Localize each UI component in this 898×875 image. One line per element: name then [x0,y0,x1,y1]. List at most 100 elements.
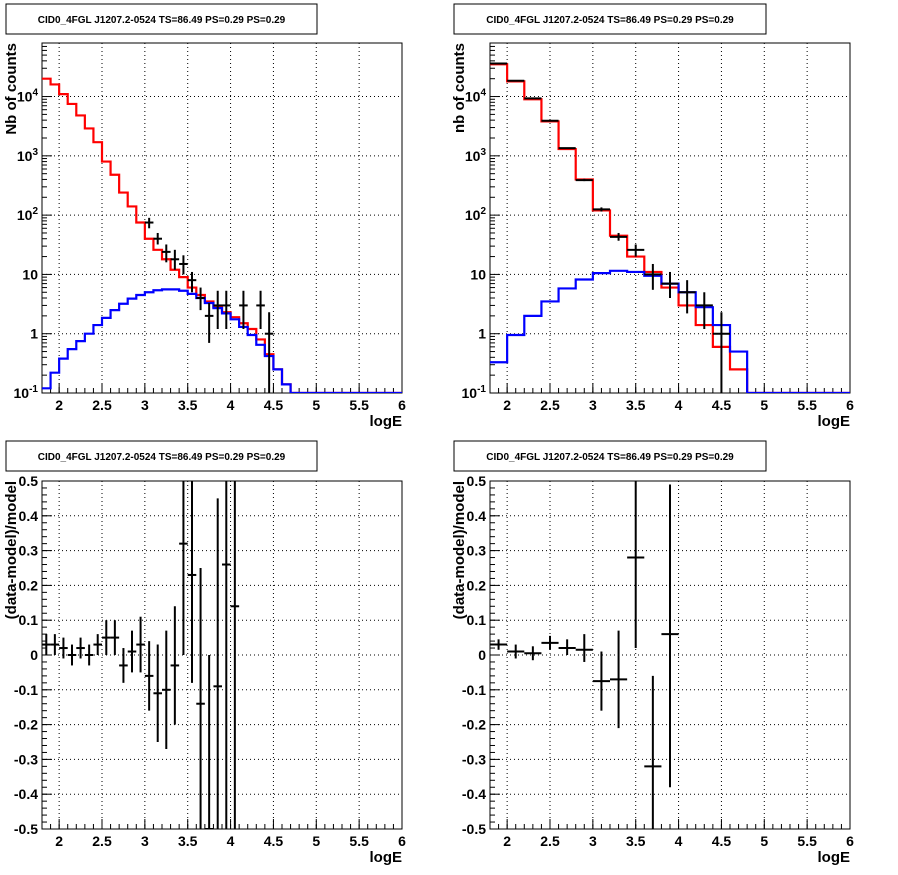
data-point [153,644,162,742]
y-tick-label: 0.2 [19,577,39,593]
data-point [42,634,51,655]
data-point [76,637,85,659]
tick-base: 10 [14,385,30,401]
y-tick-label: 0.3 [467,543,487,559]
x-tick-label: 2.5 [92,397,112,413]
data-point [144,217,154,229]
panel-counts-right: CID0_4FGL J1207.2-0524 TS=86.49 PS=0.29 … [451,3,854,430]
title-box [453,3,767,35]
x-axis-title: logE [818,413,851,430]
y-tick-label: -0.4 [462,786,486,802]
y-tick-label: 104 [17,88,39,105]
y-tick-label: 0.4 [19,508,39,524]
y-tick-label: 104 [465,88,487,105]
data-point [490,62,508,65]
y-tick-label: -0.1 [462,682,486,698]
data-point [222,481,231,829]
y-tick-label: 0.3 [19,543,39,559]
y-tick-label: 0.1 [19,612,39,628]
data-point [196,287,205,311]
y-tick-label: 10-1 [462,384,487,401]
x-tick-label: 4 [227,833,235,849]
data-point [230,481,240,829]
data-point [712,312,730,393]
tick-exp: 4 [480,88,486,99]
data-point [136,616,145,673]
y-axis-title: (data-model)/model [451,481,468,619]
data-point [213,498,222,829]
data-point [524,97,542,100]
x-tick-label: 6 [398,397,406,413]
data-point [644,675,662,829]
tick-base: 10 [465,148,481,164]
data-point [67,644,77,666]
x-tick-label: 4.5 [712,397,732,413]
x-tick-label: 3 [141,833,149,849]
tick-base: 10 [465,207,481,223]
x-tick-label: 5.5 [797,397,817,413]
y-tick-label: -0.5 [14,821,38,837]
data-point [661,484,679,788]
y-tick-label: 10-1 [14,384,39,401]
data-point [524,646,542,661]
data-point [610,630,628,729]
data-point [84,644,94,666]
x-tick-label: 4 [675,833,683,849]
y-tick-label: -0.2 [14,717,38,733]
data-point [507,79,525,82]
x-axis-title: logE [370,413,403,430]
data-point [170,249,180,270]
data-point [179,481,188,655]
x-tick-label: 6 [846,397,854,413]
tick-base: 10 [17,148,33,164]
x-tick-label: 5.5 [797,833,817,849]
x-tick-label: 2.5 [540,397,560,413]
panel-residuals-left: CID0_4FGL J1207.2-0524 TS=86.49 PS=0.29 … [3,440,406,866]
x-tick-label: 3.5 [626,397,646,413]
y-tick-label: -0.5 [462,821,486,837]
series-line-0 [490,63,850,393]
plot-area [490,62,850,393]
data-point [153,232,162,245]
title-box [5,3,318,35]
data-point [644,263,662,290]
data-point [144,641,154,711]
tick-exp: 3 [32,147,38,158]
data-point [119,648,128,683]
data-point [102,620,111,655]
x-tick-label: 3 [589,833,597,849]
plot-frame [41,42,403,394]
x-tick-label: 5 [312,833,320,849]
plot-frame [489,480,851,830]
data-point [93,634,102,655]
tick-exp: 2 [480,206,486,217]
x-tick-label: 2 [503,833,511,849]
tick-exp: 3 [480,147,486,158]
x-tick-label: 4 [675,397,683,413]
plot-frame [489,42,851,394]
x-axis-title: logE [818,849,851,866]
y-tick-label: 103 [17,147,39,164]
data-point [196,568,205,829]
chart-title: CID0_4FGL J1207.2-0524 TS=86.49 PS=0.29 … [486,15,734,26]
data-point [575,634,593,662]
x-axis-title: logE [370,849,403,866]
y-tick-label: 0.4 [467,508,487,524]
tick-exp: -1 [29,384,38,395]
y-tick-label: 0 [30,647,38,663]
data-point [222,290,231,330]
x-tick-label: 4.5 [264,833,284,849]
plot-area [490,481,679,829]
y-tick-label: 0.1 [467,612,487,628]
x-tick-label: 6 [398,833,406,849]
data-point [50,634,60,655]
chart-title: CID0_4FGL J1207.2-0524 TS=86.49 PS=0.29 … [486,452,734,463]
data-point [541,119,559,122]
data-point [490,639,508,650]
data-point [627,481,645,649]
x-tick-label: 4 [227,397,235,413]
y-tick-label: -0.4 [14,786,38,802]
data-point [162,630,171,749]
data-point [170,606,180,725]
y-tick-label: -0.1 [14,682,38,698]
